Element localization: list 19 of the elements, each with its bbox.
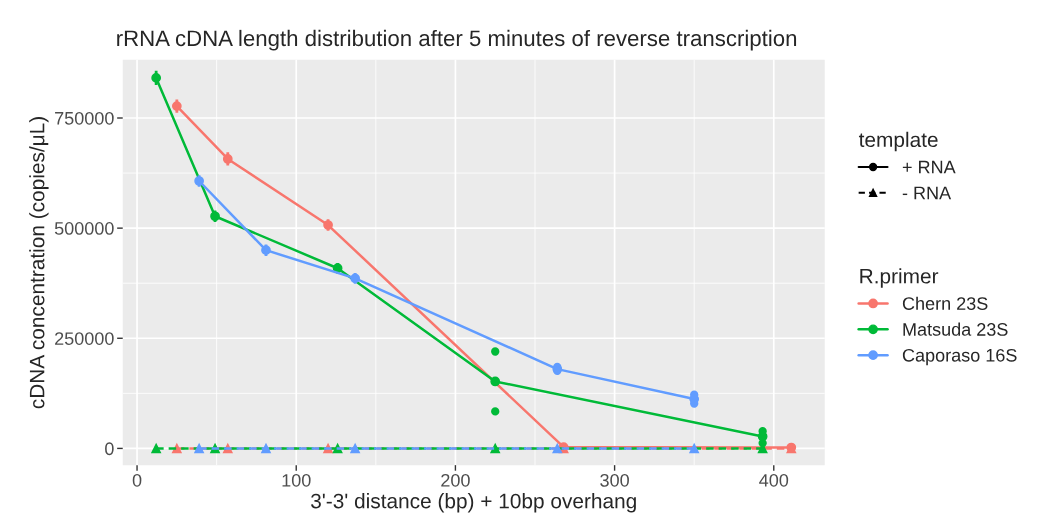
text: - RNA bbox=[902, 186, 952, 200]
legend-title: R.primer bbox=[860, 268, 939, 288]
x-axis-title: 3'-3' distance (bp) + 10bp overhang bbox=[311, 493, 636, 513]
legend-label: Caporaso 16S bbox=[902, 348, 1017, 366]
x-tick-label: 400 bbox=[759, 473, 789, 487]
text: + RNA bbox=[902, 160, 956, 174]
x-tick-label: 200 bbox=[441, 473, 470, 487]
y-tick-label: 250000 bbox=[55, 332, 114, 345]
x-tick-label: 100 bbox=[282, 473, 311, 487]
y-axis-title: cDNA concentration (copies/μL) bbox=[29, 117, 49, 409]
y-tick-label: 0 bbox=[105, 442, 114, 456]
legend-label: Chern 23S bbox=[902, 296, 988, 310]
x-tick-label: 0 bbox=[132, 473, 142, 487]
legend-label: Matsuda 23S bbox=[903, 322, 1008, 336]
text: template bbox=[858, 131, 938, 152]
chart-title: rRNA cDNA length distribution after 5 minutes of reverse transcription bbox=[117, 29, 797, 51]
y-tick-label: 500000 bbox=[54, 222, 114, 235]
x-tick-label: 300 bbox=[600, 473, 629, 487]
y-tick-label: 750000 bbox=[55, 111, 114, 125]
